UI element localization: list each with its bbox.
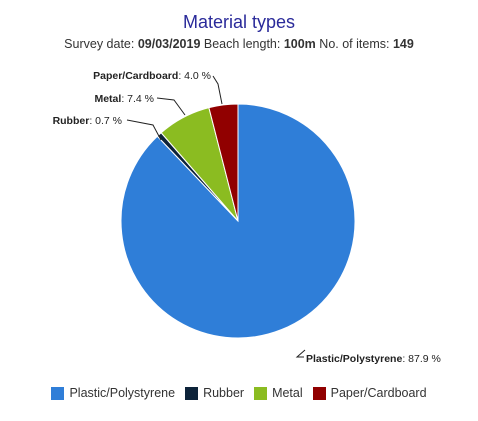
legend-label-metal: Metal bbox=[272, 386, 303, 400]
item-count-value: 149 bbox=[392, 37, 414, 51]
chart-subtitle: Survey date: 09/03/2019 Beach length: 10… bbox=[0, 37, 478, 51]
legend-swatch-metal bbox=[254, 386, 268, 400]
data-label-metal: Metal: 7.4 % bbox=[94, 93, 154, 105]
legend-label-rubber: Rubber bbox=[203, 386, 245, 400]
legend-swatch-paper bbox=[312, 386, 326, 400]
beach-length-value: 100m bbox=[283, 37, 316, 51]
beach-length-label: Beach length: bbox=[203, 37, 281, 51]
pie-slice-paper[interactable] bbox=[208, 103, 239, 222]
chart-title: Material types bbox=[182, 12, 296, 32]
connector-rubber bbox=[126, 119, 162, 141]
connector-metal bbox=[156, 97, 186, 116]
data-label-plastic: Plastic/Polystyrene: 87.9 % bbox=[306, 353, 441, 365]
legend-item-plastic[interactable]: Plastic/Polystyrene bbox=[51, 386, 175, 400]
data-label-paper: Paper/Cardboard: 4.0 % bbox=[93, 70, 211, 82]
connector-paper bbox=[212, 75, 223, 105]
item-count-label: No. of items: bbox=[319, 37, 390, 51]
legend-item-metal[interactable]: Metal bbox=[254, 386, 303, 400]
legend-swatch-rubber bbox=[185, 386, 199, 400]
connector-plastic bbox=[295, 349, 306, 358]
chart-legend: Plastic/Polystyrene Rubber Metal Paper/C… bbox=[0, 386, 478, 400]
legend-swatch-plastic bbox=[51, 386, 65, 400]
data-label-rubber: Rubber: 0.7 % bbox=[53, 115, 122, 127]
legend-label-plastic: Plastic/Polystyrene bbox=[69, 386, 176, 400]
legend-item-paper[interactable]: Paper/Cardboard bbox=[312, 386, 427, 400]
legend-item-rubber[interactable]: Rubber bbox=[185, 386, 244, 400]
legend-label-paper: Paper/Cardboard bbox=[330, 386, 427, 400]
survey-date-value: 09/03/2019 bbox=[137, 37, 201, 51]
survey-date-label: Survey date: bbox=[64, 37, 135, 51]
